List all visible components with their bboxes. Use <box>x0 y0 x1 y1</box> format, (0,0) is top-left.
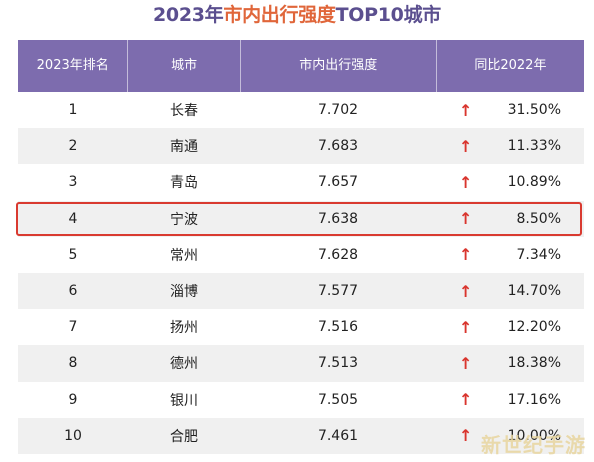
intensity-cell: 7.657 <box>317 174 359 191</box>
city-cell: 常州 <box>170 247 198 264</box>
watermark: 新世纪手游 <box>481 433 586 457</box>
rank-cell: 4 <box>68 210 78 227</box>
up-arrow-icon: ↑ <box>459 390 473 410</box>
header-city: 城市 <box>128 40 241 92</box>
up-arrow-icon: ↑ <box>459 317 473 337</box>
yoy-value: 18.38% <box>507 355 561 372</box>
yoy-cell: ↑ 14.70% <box>436 282 584 301</box>
rank-cell: 5 <box>68 246 78 263</box>
header-intensity: 市内出行强度 <box>241 40 437 92</box>
up-arrow-icon: ↑ <box>459 245 473 265</box>
yoy-cell: ↑ 31.50% <box>436 101 584 120</box>
yoy-cell: ↑ 18.38% <box>436 354 584 373</box>
up-arrow-icon: ↑ <box>459 353 473 373</box>
title-metric: 市内出行强度 <box>223 4 336 26</box>
table-row: 6 淄博 7.577 ↑ 14.70% <box>18 272 584 310</box>
yoy-value: 7.34% <box>516 246 561 263</box>
yoy-value: 17.16% <box>507 391 561 408</box>
table-header: 2023年排名 城市 市内出行强度 同比2022年 <box>18 40 584 92</box>
title-top: TOP10城市 <box>335 4 442 26</box>
yoy-value: 14.70% <box>507 283 561 300</box>
table-row: 10 合肥 7.461 ↑ 10.00% <box>18 417 584 454</box>
table-row: 8 德州 7.513 ↑ 18.38% <box>18 345 584 382</box>
intensity-cell: 7.513 <box>317 355 359 372</box>
city-cell: 银川 <box>170 392 198 409</box>
yoy-value: 10.00% <box>507 427 561 444</box>
city-cell: 扬州 <box>170 320 198 337</box>
up-arrow-icon: ↑ <box>459 281 473 301</box>
city-cell: 南通 <box>170 139 198 156</box>
yoy-cell: ↑ 11.33% <box>436 137 584 156</box>
table-row: 2 南通 7.683 ↑ 11.33% <box>18 128 584 165</box>
intensity-cell: 7.702 <box>317 102 359 119</box>
yoy-value: 12.20% <box>507 319 561 336</box>
up-arrow-icon: ↑ <box>459 136 473 156</box>
intensity-cell: 7.516 <box>317 319 359 336</box>
city-cell: 青岛 <box>170 175 198 192</box>
yoy-value: 31.50% <box>507 102 561 119</box>
yoy-cell: ↑ 8.50% <box>436 209 584 228</box>
ranking-table: 2023年排名 城市 市内出行强度 同比2022年 1 长春 7.702 ↑ 31.50… <box>16 40 584 454</box>
table-row: 7 扬州 7.516 ↑ 12.20% <box>18 309 584 346</box>
rank-cell: 7 <box>68 319 78 336</box>
intensity-cell: 7.628 <box>317 246 359 263</box>
intensity-cell: 7.683 <box>317 138 359 155</box>
table-row: 3 青岛 7.657 ↑ 10.89% <box>18 164 584 201</box>
city-cell: 合肥 <box>170 428 198 445</box>
yoy-cell: ↑ 7.34% <box>436 245 584 264</box>
yoy-cell: ↑ 10.00% <box>436 426 584 445</box>
table-body: 1 长春 7.702 ↑ 31.50% 2 南通 7.683 ↑ 11.33% 3 青岛 7.657 ↑ 1… <box>16 92 584 454</box>
city-cell: 宁波 <box>170 211 198 228</box>
header-yoy: 同比2022年 <box>474 58 547 73</box>
yoy-cell: ↑ 12.20% <box>436 318 584 337</box>
up-arrow-icon: ↑ <box>459 100 473 120</box>
up-arrow-icon: ↑ <box>459 172 473 192</box>
city-cell: 德州 <box>170 356 198 373</box>
page-title: 2023年市内出行强度TOP10城市 <box>0 2 594 28</box>
yoy-cell: ↑ 17.16% <box>436 390 584 409</box>
city-cell: 长春 <box>170 103 198 120</box>
rank-cell: 2 <box>68 138 78 155</box>
up-arrow-icon: ↑ <box>459 209 473 229</box>
yoy-value: 11.33% <box>507 138 561 155</box>
intensity-cell: 7.638 <box>317 210 359 227</box>
title-year: 2023年 <box>153 4 224 26</box>
yoy-value: 8.50% <box>516 210 561 227</box>
city-cell: 淄博 <box>170 284 198 301</box>
table-row: 4 宁波 7.638 ↑ 8.50% <box>18 200 584 237</box>
rank-cell: 1 <box>68 102 78 119</box>
yoy-cell: ↑ 10.89% <box>436 173 584 192</box>
rank-cell: 10 <box>64 427 82 444</box>
header-rank: 2023年排名 <box>18 40 129 92</box>
intensity-cell: 7.577 <box>317 283 359 300</box>
yoy-value: 10.89% <box>507 174 561 191</box>
table-row: 5 常州 7.628 ↑ 7.34% <box>18 236 584 273</box>
table-row: 9 银川 7.505 ↑ 17.16% <box>18 381 584 418</box>
intensity-cell: 7.505 <box>317 391 359 408</box>
rank-cell: 9 <box>68 391 78 408</box>
intensity-cell: 7.461 <box>317 427 359 444</box>
rank-cell: 3 <box>68 174 78 191</box>
rank-cell: 8 <box>68 355 78 372</box>
rank-cell: 6 <box>68 283 78 300</box>
up-arrow-icon: ↑ <box>459 426 473 446</box>
table-row: 1 长春 7.702 ↑ 31.50% <box>18 92 584 129</box>
